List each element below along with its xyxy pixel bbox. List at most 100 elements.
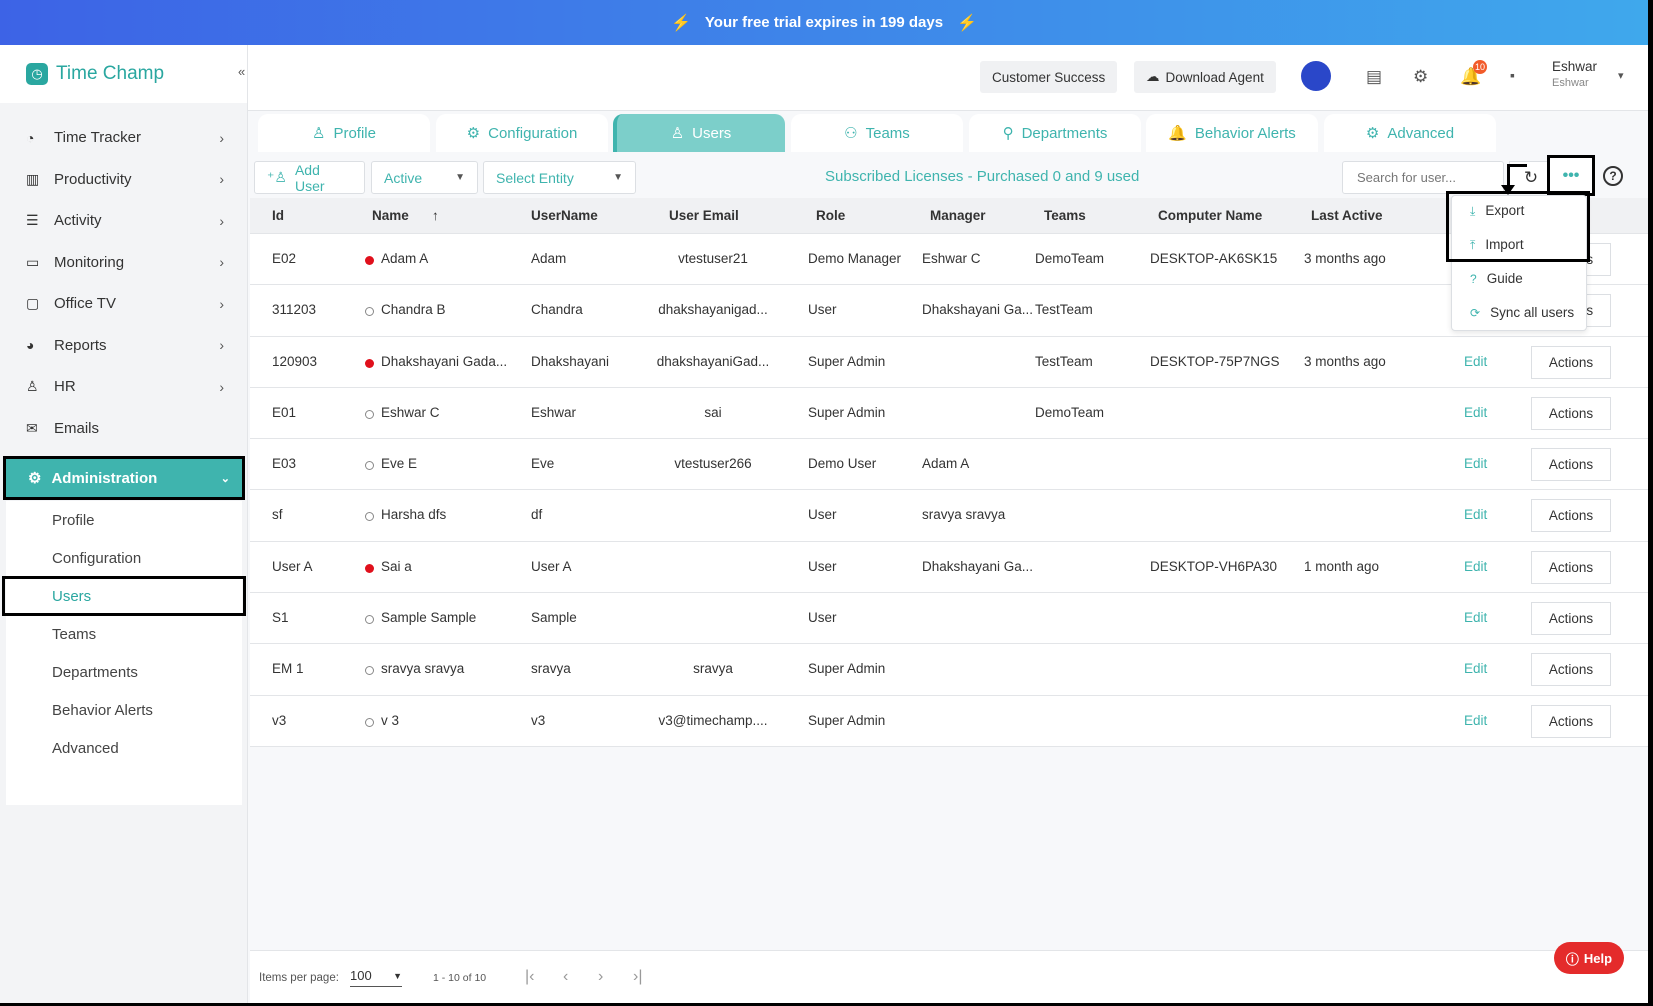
actions-button[interactable]: Actions <box>1531 345 1611 379</box>
subnav-item-behavior-alerts[interactable]: Behavior Alerts <box>52 701 153 719</box>
gear-icon: ⚙ <box>1365 125 1380 142</box>
column-header-last-active[interactable]: Last Active <box>1311 208 1383 223</box>
tab-label: Configuration <box>488 124 578 142</box>
sidebar-item-time-tracker[interactable]: ◔ Time Tracker › <box>0 117 248 159</box>
users-icon: ♙ <box>670 125 685 142</box>
column-header-username[interactable]: UserName <box>531 208 598 223</box>
search-input[interactable]: Search for user... <box>1342 161 1504 194</box>
actions-button[interactable]: Actions <box>1531 396 1611 430</box>
items-per-page-select[interactable]: 100 ▼ <box>350 968 402 987</box>
help-button[interactable]: ⓘ Help <box>1554 942 1624 974</box>
subnav-item-departments[interactable]: Departments <box>52 663 138 681</box>
gear-icon: ⚙ <box>28 470 42 487</box>
subnav-item-configuration[interactable]: Configuration <box>52 549 142 567</box>
status-filter-select[interactable]: Active ▼ <box>371 161 478 194</box>
subnav-item-users[interactable]: Users <box>2 576 246 616</box>
actions-button[interactable]: Actions <box>1531 448 1611 482</box>
column-header-id[interactable]: Id <box>272 208 284 223</box>
tab-label: Teams <box>865 124 910 142</box>
actions-button[interactable]: Actions <box>1531 704 1611 738</box>
sidebar-item-label: Productivity <box>54 170 132 188</box>
tab-behavior-alerts[interactable]: 🔔 Behavior Alerts <box>1146 114 1318 152</box>
sidebar-item-label: HR <box>54 378 76 396</box>
column-header-computer-name[interactable]: Computer Name <box>1158 208 1263 223</box>
tab-advanced[interactable]: ⚙ Advanced <box>1324 114 1496 152</box>
sidebar-item-activity[interactable]: ☰ Activity › <box>0 200 248 242</box>
chevron-right-icon: › <box>219 378 224 395</box>
sidebar-item-administration[interactable]: ⚙ Administration ⌄ <box>3 456 245 500</box>
tab-label: Users <box>692 124 732 142</box>
edit-link[interactable]: Edit <box>1464 507 1488 523</box>
menu-item-export[interactable]: ⤓ Export <box>1470 203 1524 219</box>
tab-departments[interactable]: ⚲ Departments <box>969 114 1141 152</box>
cell-email: dhakshayanigad... <box>658 302 768 318</box>
sidebar-item-emails[interactable]: ✉ Emails <box>0 408 248 450</box>
sort-ascending-icon[interactable]: ↑ <box>432 208 439 223</box>
column-header-name[interactable]: Name <box>372 208 409 223</box>
reports-icon: ◕ <box>26 337 35 354</box>
bolt-icon: ⚡ <box>957 14 977 32</box>
edit-link[interactable]: Edit <box>1464 661 1488 677</box>
annotation-arrow <box>1507 164 1527 167</box>
tab-users[interactable]: ♙ Users <box>613 114 785 152</box>
add-user-button[interactable]: ⁺♙ Add User <box>254 161 365 194</box>
tab-profile[interactable]: ♙ Profile <box>258 114 430 152</box>
previous-page-icon[interactable]: ‹ <box>563 968 569 985</box>
next-page-icon[interactable]: › <box>598 968 604 985</box>
edit-link[interactable]: Edit <box>1464 353 1488 369</box>
menu-item-sync-all-users[interactable]: ⟳ Sync all users <box>1470 305 1574 320</box>
subnav-item-advanced[interactable]: Advanced <box>52 739 119 757</box>
user-menu-caret-icon[interactable]: ▾ <box>1618 70 1624 82</box>
sidebar-item-monitoring[interactable]: ▭ Monitoring › <box>0 242 248 284</box>
menu-item-import[interactable]: ⤒ Import <box>1470 237 1524 253</box>
settings-icon[interactable]: ⚙ <box>1413 67 1429 86</box>
edit-link[interactable]: Edit <box>1464 558 1488 574</box>
sidebar-item-hr[interactable]: ♙ HR › <box>0 366 248 408</box>
actions-button[interactable]: Actions <box>1531 499 1611 533</box>
tab-label: Profile <box>333 124 376 142</box>
sidebar-item-productivity[interactable]: ▥ Productivity › <box>0 159 248 201</box>
first-page-icon[interactable]: |‹ <box>525 968 535 985</box>
more-options-button[interactable]: ••• <box>1547 155 1595 196</box>
sidebar-nav: ◔ Time Tracker › ▥ Productivity › ☰ Acti… <box>0 117 248 449</box>
person-icon: ♙ <box>312 125 326 142</box>
subnav-item-profile[interactable]: Profile <box>52 511 95 529</box>
subnav-item-teams[interactable]: Teams <box>52 625 97 643</box>
cell-role: Demo User <box>808 456 877 472</box>
column-header-manager[interactable]: Manager <box>930 208 986 223</box>
actions-button[interactable]: Actions <box>1531 602 1611 636</box>
column-header-teams[interactable]: Teams <box>1044 208 1086 223</box>
actions-button[interactable]: Actions <box>1531 550 1611 584</box>
cell-id: E02 <box>272 251 297 266</box>
ellipsis-icon: ••• <box>1562 166 1580 184</box>
help-question-icon[interactable]: ? <box>1603 166 1623 186</box>
edit-link[interactable]: Edit <box>1464 456 1488 472</box>
entity-select[interactable]: Select Entity ▼ <box>483 161 636 194</box>
teams-icon: ⚇ <box>844 125 858 142</box>
download-agent-label: Download Agent <box>1165 69 1264 85</box>
avatar[interactable]: ▪ <box>1510 67 1515 83</box>
column-header-email[interactable]: User Email <box>669 208 739 223</box>
edit-link[interactable]: Edit <box>1464 610 1488 626</box>
menu-item-guide[interactable]: ? Guide <box>1470 271 1523 286</box>
logo[interactable]: ◷ Time Champ <box>0 45 247 103</box>
edit-link[interactable]: Edit <box>1464 712 1488 728</box>
edit-link[interactable]: Edit <box>1464 404 1488 420</box>
cell-role: User <box>808 507 837 523</box>
tab-teams[interactable]: ⚇ Teams <box>791 114 963 152</box>
notification-badge: 10 <box>1473 60 1487 74</box>
sidebar-item-reports[interactable]: ◕ Reports › <box>0 325 248 367</box>
collapse-sidebar-icon[interactable]: « <box>238 64 246 79</box>
download-agent-button[interactable]: ☁ Download Agent <box>1134 61 1276 93</box>
sidebar-item-office-tv[interactable]: ▢ Office TV › <box>0 283 248 325</box>
last-page-icon[interactable]: ›| <box>633 968 643 985</box>
table-row: S1 Sample Sample Sample User Edit Actions <box>250 593 1648 645</box>
tab-configuration[interactable]: ⚙ Configuration <box>436 114 608 152</box>
customer-success-button[interactable]: Customer Success <box>980 61 1118 93</box>
column-header-role[interactable]: Role <box>816 208 846 223</box>
actions-button[interactable]: Actions <box>1531 653 1611 687</box>
document-icon[interactable]: ▤ <box>1366 67 1383 86</box>
user-name[interactable]: Eshwar <box>1552 59 1598 74</box>
status-dot-icon <box>365 409 374 419</box>
chat-assistant-icon[interactable] <box>1301 61 1331 91</box>
